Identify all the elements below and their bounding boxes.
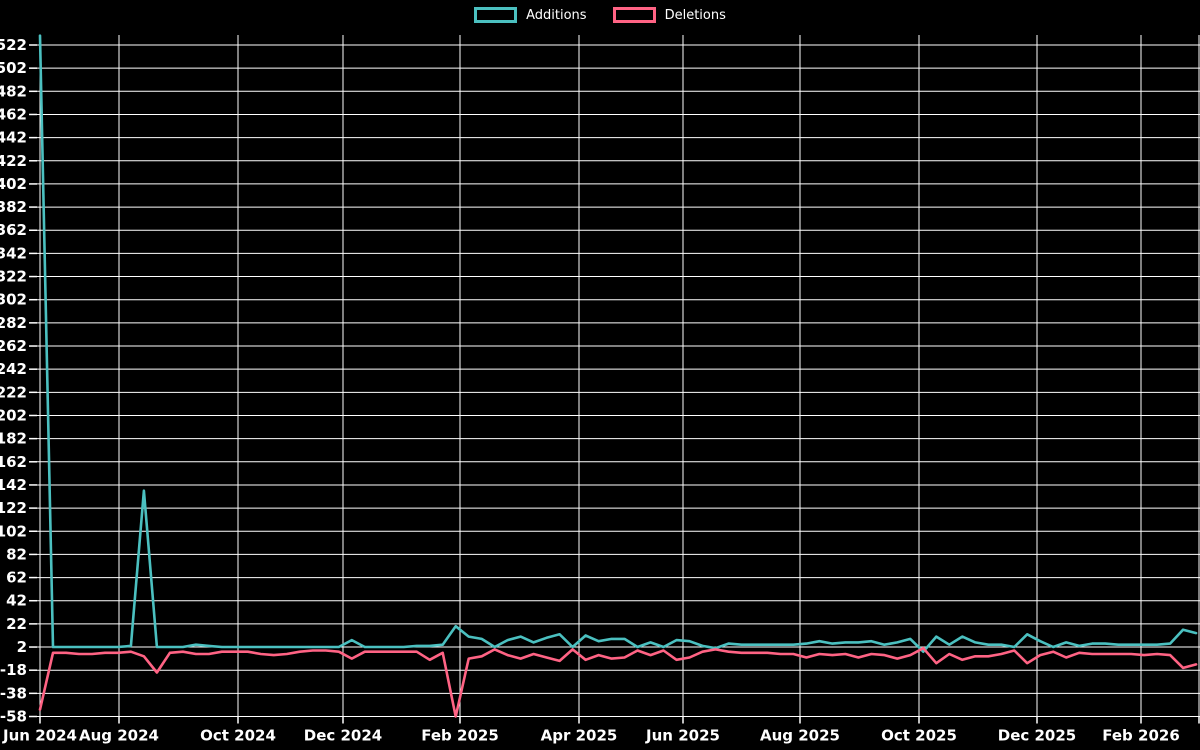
y-tick-label: 102	[0, 522, 27, 540]
chart-legend: Additions Deletions	[0, 7, 1200, 23]
deletions-legend-label: Deletions	[664, 7, 726, 23]
y-tick-label: 182	[0, 430, 27, 448]
y-tick-label: 402	[0, 175, 27, 193]
y-tick-label: -38	[0, 684, 27, 702]
y-tick-label: 282	[0, 314, 27, 332]
y-tick-label: 302	[0, 291, 27, 309]
x-tick-label: Aug 2024	[79, 727, 159, 745]
y-tick-label: 222	[0, 383, 27, 401]
x-tick-label: Aug 2025	[760, 727, 840, 745]
y-tick-label: 462	[0, 105, 27, 123]
x-tick-label: Jun 2024	[2, 727, 77, 745]
y-tick-label: -18	[0, 661, 27, 679]
x-tick-label: Feb 2026	[1102, 727, 1180, 745]
y-tick-label: 502	[0, 59, 27, 77]
y-tick-label: 122	[0, 499, 27, 517]
y-tick-label: -58	[0, 708, 27, 726]
x-tick-label: Jun 2025	[645, 727, 720, 745]
y-tick-label: 2	[17, 638, 27, 656]
y-tick-label: 522	[0, 36, 27, 54]
y-tick-label: 22	[6, 615, 27, 633]
y-tick-label: 422	[0, 152, 27, 170]
y-tick-label: 242	[0, 360, 27, 378]
x-tick-label: Apr 2025	[541, 727, 618, 745]
x-tick-label: Dec 2025	[998, 727, 1077, 745]
y-tick-label: 162	[0, 453, 27, 471]
x-tick-label: Oct 2024	[200, 727, 276, 745]
legend-item-additions[interactable]: Additions	[474, 7, 587, 23]
y-tick-label: 342	[0, 244, 27, 262]
x-tick-label: Dec 2024	[304, 727, 383, 745]
y-tick-label: 322	[0, 268, 27, 286]
x-tick-label: Feb 2025	[421, 727, 499, 745]
additions-legend-label: Additions	[526, 7, 587, 23]
legend-item-deletions[interactable]: Deletions	[612, 7, 726, 23]
y-tick-label: 382	[0, 198, 27, 216]
y-tick-label: 142	[0, 476, 27, 494]
deletions-swatch	[612, 7, 656, 23]
y-tick-label: 362	[0, 221, 27, 239]
additions-line	[38, 34, 1198, 654]
additions-swatch	[474, 7, 518, 23]
x-tick-label: Oct 2025	[881, 727, 957, 745]
y-tick-label: 202	[0, 406, 27, 424]
y-tick-label: 442	[0, 129, 27, 147]
y-tick-label: 482	[0, 82, 27, 100]
deletions-line	[38, 646, 1198, 718]
y-tick-label: 42	[6, 592, 27, 610]
y-tick-label: 262	[0, 337, 27, 355]
y-tick-label: 62	[6, 569, 27, 587]
y-tick-label: 82	[6, 545, 27, 563]
